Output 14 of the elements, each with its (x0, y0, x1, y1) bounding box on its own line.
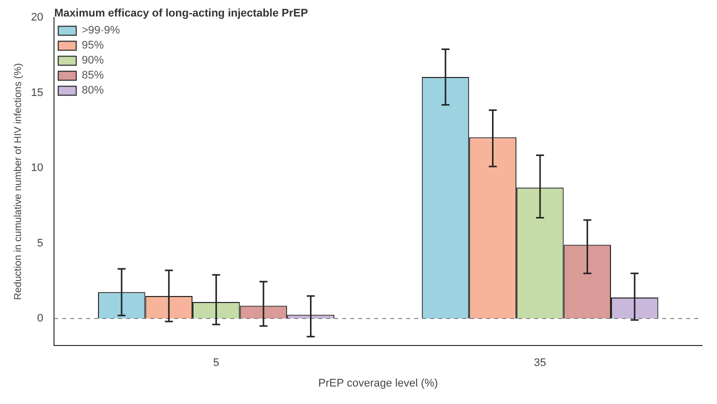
legend-label: 85% (82, 70, 104, 82)
legend-label: 80% (82, 84, 104, 97)
y-tick-label: 0 (37, 312, 44, 325)
legend-title: Maximum efficacy of long-acting injectable PrEP (54, 8, 308, 20)
y-tick-label: 20 (30, 12, 44, 24)
legend-label: 90% (82, 54, 104, 67)
legend-label: >99·9% (82, 24, 120, 37)
y-axis-title: Reduction in cumulative number of HIV infections (%) (12, 63, 24, 300)
legend-label: 95% (82, 40, 104, 52)
x-axis-title: PrEP coverage level (%) (318, 377, 438, 390)
x-tick-label: 35 (534, 357, 546, 370)
y-tick-label: 5 (37, 237, 44, 250)
y-tick-label: 10 (30, 162, 44, 174)
y-tick-label: 15 (30, 86, 44, 99)
